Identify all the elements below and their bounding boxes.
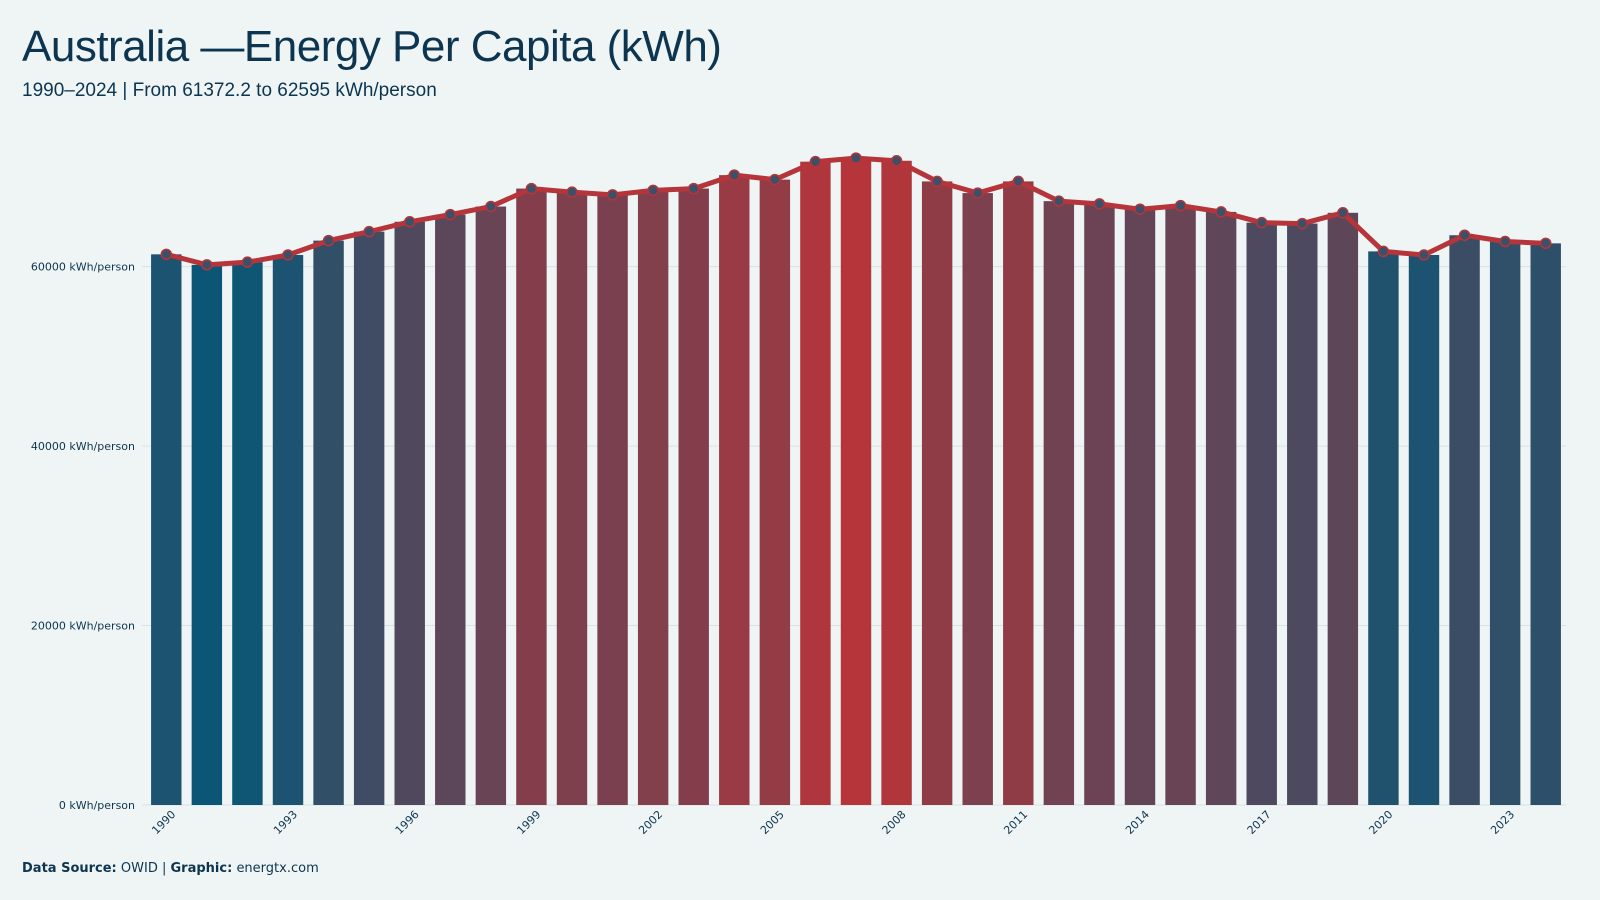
x-tick-label: 1996 [393, 808, 422, 837]
bar [313, 240, 344, 805]
bar [353, 231, 385, 805]
x-tick-label: 1990 [149, 808, 178, 837]
bar [1530, 243, 1561, 805]
bar [719, 175, 750, 805]
data-point [322, 234, 335, 247]
data-point [1418, 249, 1430, 261]
data-point [971, 187, 984, 199]
data-point [647, 184, 659, 197]
bar [1165, 205, 1196, 806]
chart-subtitle: 1990–2024 | From 61372.2 to 62595 kWh/pe… [22, 80, 437, 101]
bar [881, 160, 912, 806]
bar [962, 193, 993, 806]
data-point [403, 216, 416, 228]
bar [191, 264, 223, 805]
bar [475, 206, 507, 805]
data-point [1215, 206, 1227, 218]
bar [232, 262, 263, 805]
bar [597, 194, 628, 805]
bar [840, 158, 872, 806]
data-point [1093, 198, 1106, 210]
data-point [566, 186, 578, 198]
data-point [728, 169, 741, 181]
bar [921, 181, 953, 805]
bar [637, 190, 669, 805]
x-tick-label: 2005 [758, 808, 787, 837]
bar [1489, 241, 1521, 805]
x-tick-label: 2014 [1123, 808, 1152, 837]
bar [1246, 222, 1277, 805]
data-point [1296, 217, 1309, 230]
data-point [444, 208, 457, 221]
data-point [1053, 195, 1065, 207]
bar [1408, 254, 1440, 806]
data-point [1539, 237, 1552, 250]
data-point [160, 248, 173, 261]
data-point [1255, 216, 1268, 229]
bar [556, 192, 588, 805]
data-point [809, 155, 822, 168]
graphic-label: Graphic: [170, 861, 233, 876]
data-point [769, 173, 781, 186]
data-point [687, 182, 700, 195]
data-point [1377, 245, 1390, 258]
data-point [890, 155, 903, 167]
data-point [485, 200, 497, 213]
footer-credits: Data Source: OWID | Graphic: energtx.com [22, 861, 319, 876]
chart-title: Australia —Energy Per Capita (kWh) [22, 22, 722, 71]
bar [1287, 223, 1318, 806]
source-value: OWID [120, 861, 158, 876]
x-tick-label: 1993 [271, 808, 300, 837]
bar [1449, 235, 1480, 805]
graphic-value: energtx.com [236, 861, 319, 876]
footer-separator: | [161, 861, 167, 876]
x-tick-label: 2008 [880, 808, 909, 837]
bar [1003, 181, 1034, 805]
x-tick-label: 1999 [514, 808, 543, 837]
bar [394, 221, 425, 805]
data-point [1458, 229, 1471, 241]
y-tick-label: 40000 kWh/person [31, 440, 135, 453]
y-tick-label: 20000 kWh/person [31, 620, 135, 633]
source-label: Data Source: [22, 861, 117, 876]
bar [1043, 201, 1075, 806]
data-point [1134, 203, 1146, 215]
x-tick-label: 2002 [636, 808, 665, 837]
x-tick-label: 2020 [1366, 808, 1395, 837]
data-point [1337, 207, 1349, 219]
data-point [241, 256, 254, 268]
bar [435, 214, 466, 806]
x-tick-label: 2011 [1001, 808, 1030, 837]
bar [1327, 212, 1359, 805]
bar [1124, 209, 1156, 805]
y-tick-label: 0 kWh/person [59, 799, 135, 812]
bar [272, 254, 304, 806]
x-tick-label: 2023 [1488, 808, 1517, 837]
data-point [931, 175, 943, 188]
data-point [363, 225, 375, 238]
bar [800, 161, 831, 806]
data-point [201, 259, 213, 271]
data-point [1174, 199, 1187, 212]
data-point [1499, 235, 1511, 248]
bar [759, 179, 791, 805]
bar [1205, 211, 1237, 806]
bar [516, 188, 547, 805]
data-point [282, 249, 294, 261]
data-point [850, 152, 862, 164]
bar [1084, 203, 1115, 805]
x-tick-label: 2017 [1245, 808, 1274, 837]
bar [1368, 251, 1399, 806]
data-point [1012, 175, 1025, 188]
y-tick-label: 60000 kWh/person [31, 261, 135, 274]
bar [151, 254, 182, 805]
bar [678, 188, 709, 805]
data-point [525, 182, 538, 195]
data-point [606, 189, 619, 201]
